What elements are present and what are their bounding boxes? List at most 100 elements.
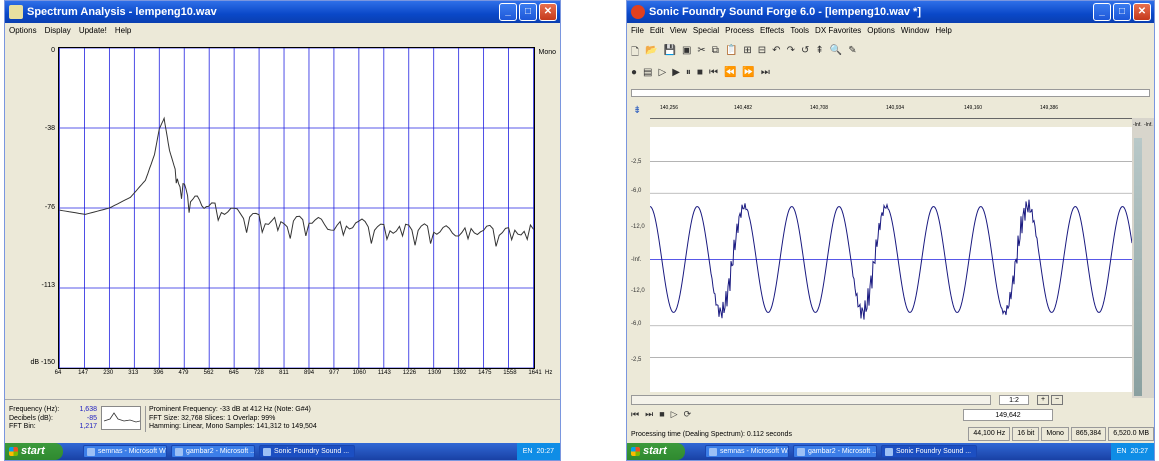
pause-icon[interactable]: ⏸ [685,67,691,78]
ruler-label: 140,482 [734,105,753,111]
menu-view[interactable]: View [669,26,687,35]
zoom-in-button[interactable]: + [1037,395,1049,405]
spectrum-analysis-window: Spectrum Analysis - lempeng10.wav _ □ ✕ … [4,0,561,461]
menu-help[interactable]: Help [935,26,952,35]
system-tray: EN 20:27 [516,443,560,460]
x-tick-label: 64 [54,370,62,376]
menu-tools[interactable]: Tools [790,26,810,35]
spectrum-window-title: Spectrum Analysis - lempeng10.wav [27,6,217,18]
x-tick-label: 1475 [478,370,492,376]
rewind-icon[interactable]: ⏪ [723,67,737,78]
menu-process[interactable]: Process [725,26,755,35]
go-to-start-icon[interactable]: ⏮ [708,67,718,78]
cut-icon[interactable]: ✂ [697,45,706,56]
spectrum-title-bar: Spectrum Analysis - lempeng10.wav _ □ ✕ [5,1,560,23]
frequency-value: 1,638 [79,406,97,413]
play-icon[interactable]: ▷ [670,409,678,419]
frequency-label: Frequency (Hz): [9,406,60,413]
soundforge-app-icon [631,5,645,19]
mix-icon[interactable]: ⊞ [743,45,752,56]
new-file-icon[interactable]: 🗋 [631,47,640,58]
position-field[interactable]: 149,642 [963,409,1053,421]
horizontal-scrollbar[interactable] [631,395,991,405]
stop-icon[interactable]: ■ [696,67,703,78]
menu-effects[interactable]: Effects [760,26,785,35]
x-tick-label: 645 [228,370,239,376]
menu-help[interactable]: Help [114,26,132,35]
start-button[interactable]: start [627,443,685,460]
x-tick-label: 562 [203,370,214,376]
copy-icon[interactable]: ⧉ [711,45,719,56]
taskbar-item-gambar2[interactable]: gambar2 - Microsoft ... [793,445,877,458]
sound-forge-window: Sonic Foundry Sound Forge 6.0 - [lempeng… [626,0,1155,461]
menu-options[interactable]: Options [867,26,895,35]
save-all-icon[interactable]: ▣ [681,45,692,56]
file-length: 865,384 [1070,427,1107,441]
clock: 20:27 [1130,448,1148,455]
fft-size-text: FFT Size: 32,768 Slices: 1 Overlap: 99% [149,414,276,422]
processing-time: Processing time (Dealing Spectrum): 0.11… [631,430,792,438]
repeat-icon[interactable]: ↺ [800,45,810,56]
open-file-icon[interactable]: 📂 [645,45,658,56]
play-icon[interactable]: ▷ [658,67,667,78]
ruler-label: 140,256 [660,105,679,111]
maximize-button[interactable]: □ [519,3,537,21]
undo-icon[interactable]: ↶ [772,45,781,56]
redo-icon[interactable]: ↷ [786,45,795,56]
status-bar: Processing time (Dealing Spectrum): 0.11… [627,425,1154,443]
stop-icon[interactable]: ■ [659,409,665,419]
edit-tool-icon[interactable]: ⇞ [815,45,824,56]
menu-options[interactable]: Options [9,26,37,35]
waveform-display[interactable] [650,127,1132,392]
close-button[interactable]: ✕ [1133,3,1151,21]
go-to-start-icon[interactable]: ⏮ [631,409,640,419]
paste-icon[interactable]: 📋 [724,45,738,56]
trim-icon[interactable]: ⊟ [757,45,767,56]
record-icon[interactable]: ● [631,67,638,78]
zoom-out-button[interactable]: − [1051,395,1063,405]
soundforge-window-title: Sonic Foundry Sound Forge 6.0 - [lempeng… [649,6,921,18]
start-button[interactable]: start [5,443,63,460]
play-selection-icon[interactable]: ▶ [672,67,680,78]
menu-window[interactable]: Window [900,26,930,35]
channel-marker-icon[interactable]: ⇟ [633,105,642,116]
overview-bar[interactable] [631,89,1150,97]
maximize-button[interactable]: □ [1113,3,1131,21]
play-all-icon[interactable]: ▤ [643,67,653,78]
spectrum-plot[interactable] [58,47,535,369]
magnify-tool-icon[interactable]: 🔍 [829,45,843,56]
clock: 20:27 [536,448,554,455]
menu-edit[interactable]: Edit [649,26,664,35]
taskbar-item-gambar2[interactable]: gambar2 - Microsoft ... [171,445,255,458]
decibels-value: -85 [86,414,97,422]
taskbar-item-semnas[interactable]: semnas - Microsoft W... [83,445,167,458]
taskbar-item-sound-forge[interactable]: Sonic Foundry Sound ... [259,445,355,458]
forward-icon[interactable]: ⏩ [742,67,755,78]
taskbar-item-sound-forge[interactable]: Sonic Foundry Sound ... [881,445,977,458]
minimize-button[interactable]: _ [1093,3,1111,21]
y-tick-label: -Inf. [631,257,642,263]
go-to-end-icon[interactable]: ⏭ [760,67,770,78]
y-tick-label: -76 [44,204,55,211]
menu-special[interactable]: Special [692,26,720,35]
meter-label-left: -Inf. [1133,122,1142,128]
ruler-label: 140,934 [886,105,905,111]
system-tray: EN 20:27 [1110,443,1154,460]
spectrum-info-panel: Frequency (Hz): Decibels (dB): FFT Bin: … [5,399,560,445]
minimize-button[interactable]: _ [499,3,517,21]
menu-file[interactable]: File [631,26,644,35]
close-button[interactable]: ✕ [539,3,557,21]
language-indicator[interactable]: EN [522,448,533,455]
menu-update[interactable]: Update! [78,26,107,35]
spectrum-app-icon [9,5,23,19]
menu-display[interactable]: Display [44,26,71,35]
loop-icon[interactable]: ⟳ [683,409,692,419]
pencil-tool-icon[interactable]: ✎ [848,45,857,56]
y-tick-label: -38 [44,125,55,132]
zoom-ratio[interactable]: 1:2 [999,395,1029,405]
language-indicator[interactable]: EN [1116,448,1127,455]
go-to-end-icon[interactable]: ⏭ [645,409,654,419]
menu-dx-favorites[interactable]: DX Favorites [815,26,862,35]
taskbar-item-semnas[interactable]: semnas - Microsoft W... [705,445,789,458]
save-icon[interactable]: 💾 [663,45,676,56]
